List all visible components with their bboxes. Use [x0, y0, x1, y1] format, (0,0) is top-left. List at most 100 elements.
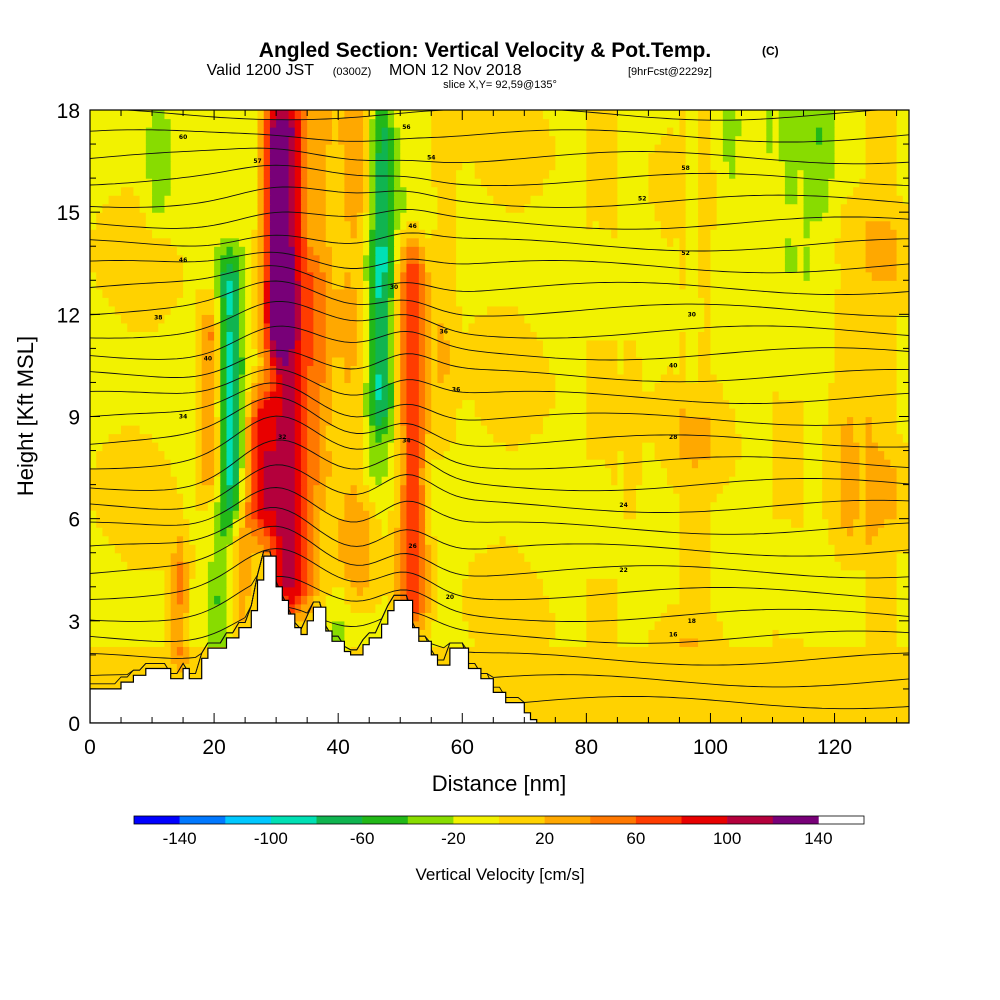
velocity-cell — [387, 237, 395, 247]
velocity-cell — [673, 237, 681, 247]
velocity-cell — [232, 348, 240, 358]
velocity-cell — [257, 510, 277, 520]
velocity-cell — [195, 373, 203, 384]
velocity-cell — [300, 195, 308, 205]
colorbar-swatch — [316, 816, 363, 824]
velocity-cell — [394, 263, 401, 273]
velocity-cell — [667, 365, 674, 375]
velocity-cell — [238, 407, 246, 418]
velocity-cell — [462, 612, 556, 622]
colorbar-swatch — [134, 816, 180, 824]
velocity-cell — [431, 425, 457, 435]
velocity-cell — [238, 416, 246, 426]
velocity-cell — [363, 237, 370, 247]
valid-utc: (0300Z) — [333, 66, 372, 78]
velocity-cell — [257, 322, 265, 332]
velocity-cell — [698, 212, 718, 222]
velocity-cell — [431, 586, 439, 596]
velocity-cell — [437, 339, 451, 349]
velocity-cell — [145, 135, 172, 145]
velocity-cell — [331, 127, 339, 137]
velocity-cell — [220, 476, 228, 486]
velocity-cell — [660, 220, 687, 230]
velocity-cell — [704, 314, 712, 324]
velocity-cell — [238, 535, 259, 545]
velocity-cell — [542, 186, 587, 196]
velocity-cell — [294, 135, 302, 145]
velocity-cell — [400, 220, 408, 230]
velocity-cell — [176, 476, 197, 486]
velocity-cell — [474, 637, 550, 647]
velocity-cell — [710, 144, 724, 154]
velocity-cell — [896, 178, 909, 188]
velocity-cell — [307, 382, 321, 392]
velocity-cell — [394, 203, 408, 213]
velocity-cell — [195, 339, 203, 349]
velocity-cell — [834, 544, 909, 554]
velocity-cell — [369, 356, 376, 367]
velocity-cell — [232, 280, 240, 290]
velocity-cell — [735, 416, 774, 426]
velocity-cell — [263, 314, 271, 324]
velocity-cell — [300, 186, 308, 196]
velocity-cell — [238, 237, 252, 247]
velocity-cell — [251, 246, 259, 256]
velocity-cell — [369, 212, 376, 222]
velocity-cell — [735, 144, 767, 154]
velocity-cell — [245, 246, 252, 256]
velocity-cell — [201, 339, 215, 349]
velocity-cell — [338, 118, 364, 128]
velocity-cell — [394, 127, 401, 137]
velocity-cell — [394, 586, 401, 596]
velocity-cell — [164, 603, 172, 613]
velocity-cell — [387, 152, 395, 162]
velocity-cell — [375, 212, 389, 222]
velocity-cell — [369, 280, 376, 290]
velocity-cell — [164, 620, 172, 630]
velocity-cell — [220, 288, 228, 298]
velocity-cell — [623, 493, 637, 503]
velocity-cell — [325, 433, 364, 443]
velocity-cell — [220, 493, 228, 503]
velocity-cell — [369, 203, 376, 213]
velocity-cell — [133, 186, 153, 196]
velocity-cell — [356, 339, 364, 349]
velocity-cell — [226, 561, 234, 571]
velocity-cell — [394, 373, 401, 384]
velocity-cell — [840, 450, 860, 460]
velocity-cell — [394, 297, 401, 307]
velocity-cell — [226, 569, 234, 579]
velocity-cell — [679, 127, 687, 137]
velocity-cell — [220, 348, 228, 358]
velocity-cell — [214, 348, 221, 358]
velocity-cell — [822, 425, 842, 435]
colorbar-tick-label: 20 — [535, 829, 554, 848]
velocity-cell — [300, 501, 308, 511]
velocity-cell — [251, 297, 259, 307]
velocity-cell — [282, 578, 296, 588]
velocity-cell — [325, 229, 352, 239]
velocity-cell — [636, 484, 674, 494]
velocity-cell — [269, 382, 277, 392]
velocity-cell — [586, 178, 618, 188]
velocity-cell — [363, 305, 370, 315]
velocity-cell — [611, 467, 618, 477]
velocity-cell — [369, 127, 376, 137]
velocity-cell — [344, 356, 358, 367]
velocity-cell — [251, 237, 259, 247]
velocity-cell — [90, 195, 110, 205]
velocity-cell — [245, 467, 252, 477]
velocity-cell — [418, 237, 457, 247]
velocity-cell — [822, 501, 842, 511]
velocity-cell — [152, 178, 172, 188]
velocity-cell — [269, 127, 296, 137]
velocity-cell — [288, 356, 296, 367]
colorbar-tick-label: 60 — [626, 829, 645, 848]
velocity-cell — [406, 407, 420, 418]
velocity-cell — [425, 501, 432, 511]
velocity-cell — [307, 569, 314, 579]
velocity-cell — [822, 484, 842, 494]
velocity-cell — [586, 135, 618, 145]
velocity-cell — [350, 654, 909, 664]
velocity-cell — [722, 629, 774, 639]
